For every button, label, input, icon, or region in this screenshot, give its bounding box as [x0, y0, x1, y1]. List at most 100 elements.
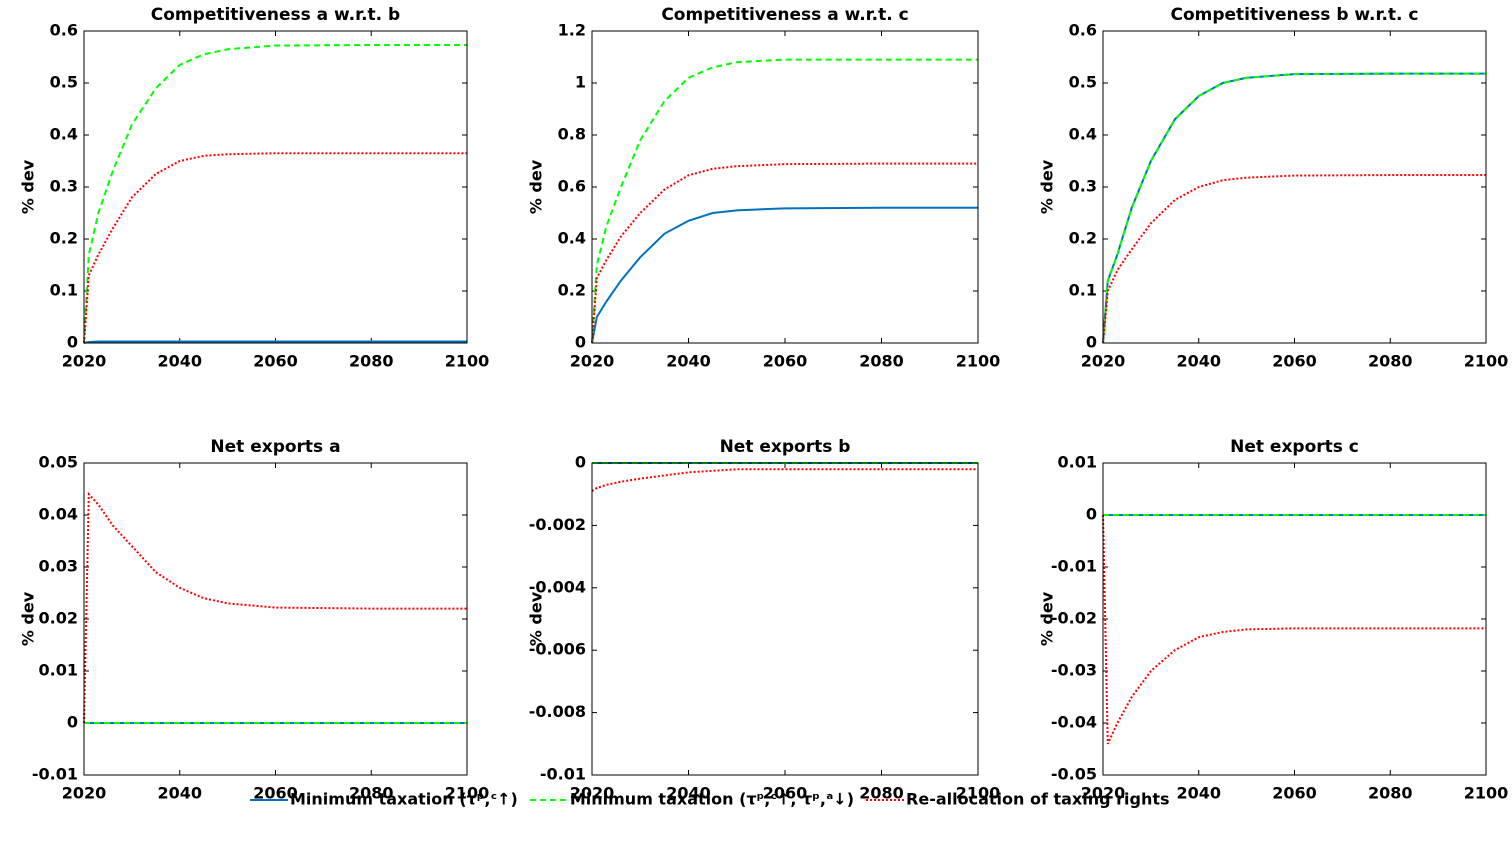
series-line: [83, 44, 467, 344]
y-tick-label: -0.002: [529, 515, 586, 534]
x-tick-label: 2060: [1272, 352, 1317, 371]
x-tick-label: 2040: [1176, 784, 1221, 803]
chart-title: Competitiveness a w.r.t. b: [151, 5, 400, 25]
y-tick-label: 0.4: [50, 125, 78, 144]
x-tick-label: 2100: [956, 784, 1001, 803]
x-tick-label: 2040: [1176, 352, 1221, 371]
series-line: [591, 58, 978, 344]
y-tick-label: 0.4: [1069, 125, 1097, 144]
y-tick-label: 0.8: [558, 125, 586, 144]
y-tick-label: 0: [67, 333, 78, 352]
y-tick-label: 1: [575, 73, 586, 92]
x-tick-label: 2100: [1464, 784, 1509, 803]
x-tick-label: 2040: [666, 352, 711, 371]
x-tick-label: 2100: [1464, 352, 1509, 371]
x-tick-label: 2060: [763, 784, 808, 803]
y-tick-label: 0.6: [1069, 21, 1097, 40]
y-tick-label: 0: [575, 453, 586, 472]
y-tick-label: -0.05: [1051, 765, 1097, 784]
x-tick-label: 2020: [570, 352, 615, 371]
x-tick-label: 2020: [62, 784, 107, 803]
y-axis-label: % dev: [527, 591, 546, 646]
y-tick-label: 0.3: [50, 177, 78, 196]
x-tick-label: 2020: [1081, 784, 1126, 803]
y-axis-label: % dev: [19, 591, 38, 646]
y-axis-label: % dev: [527, 159, 546, 214]
y-tick-label: 0: [1086, 505, 1097, 524]
y-tick-label: 0.05: [39, 453, 78, 472]
x-tick-label: 2080: [349, 352, 394, 371]
y-tick-label: 0.01: [39, 661, 78, 680]
legend-label: Re-allocation of taxing rights: [906, 790, 1170, 809]
x-tick-label: 2080: [859, 784, 904, 803]
chart-title: Competitiveness b w.r.t. c: [1170, 5, 1418, 25]
y-tick-label: 0: [1086, 333, 1097, 352]
x-tick-label: 2020: [1081, 352, 1126, 371]
legend-label: Minimum taxation (τᵖ,ᶜ↑): [290, 790, 518, 809]
x-tick-label: 2060: [1272, 784, 1317, 803]
plot-frame: [591, 462, 979, 776]
series-line: [83, 152, 467, 344]
y-tick-label: -0.04: [1051, 713, 1097, 732]
x-tick-label: 2100: [445, 352, 490, 371]
x-tick-label: 2060: [253, 784, 298, 803]
x-tick-label: 2020: [62, 352, 107, 371]
y-tick-label: 0.01: [1058, 453, 1097, 472]
y-axis-label: % dev: [1038, 159, 1057, 214]
series-line: [1102, 72, 1486, 344]
series-line: [591, 468, 978, 492]
y-tick-label: 0.2: [50, 229, 78, 248]
x-tick-label: 2080: [349, 784, 394, 803]
series-line: [1102, 174, 1486, 344]
y-tick-label: -0.008: [529, 702, 586, 721]
plot-frame: [83, 462, 468, 776]
y-tick-label: 0.5: [50, 73, 78, 92]
series-line: [591, 162, 978, 344]
x-tick-label: 2060: [253, 352, 298, 371]
y-tick-label: 0: [575, 333, 586, 352]
y-tick-label: -0.03: [1051, 661, 1097, 680]
y-tick-label: -0.01: [540, 765, 586, 784]
y-axis-label: % dev: [1038, 591, 1057, 646]
plot-frame: [591, 30, 979, 344]
x-tick-label: 2080: [1368, 784, 1413, 803]
y-tick-label: 0.02: [39, 609, 78, 628]
x-tick-label: 2060: [763, 352, 808, 371]
x-tick-label: 2080: [1368, 352, 1413, 371]
y-tick-label: -0.004: [529, 577, 586, 596]
chart-title: Net exports a: [210, 437, 340, 457]
plot-frame: [1102, 30, 1487, 344]
x-tick-label: 2020: [570, 784, 615, 803]
series-line: [83, 491, 467, 724]
series-line: [1102, 72, 1486, 344]
x-tick-label: 2100: [445, 784, 490, 803]
plot-frame: [1102, 462, 1487, 776]
series-line: [591, 206, 978, 344]
y-tick-label: 0: [67, 713, 78, 732]
x-tick-label: 2040: [157, 352, 202, 371]
y-tick-label: -0.01: [32, 765, 78, 784]
y-tick-label: 0.03: [39, 557, 78, 576]
x-tick-label: 2040: [666, 784, 711, 803]
x-tick-label: 2080: [859, 352, 904, 371]
y-tick-label: 0.5: [1069, 73, 1097, 92]
series-line: [1102, 514, 1486, 745]
y-axis-label: % dev: [19, 159, 38, 214]
x-tick-label: 2040: [157, 784, 202, 803]
y-tick-label: -0.01: [1051, 557, 1097, 576]
y-tick-label: 0.2: [558, 281, 586, 300]
y-tick-label: -0.006: [529, 640, 586, 659]
chart-title: Net exports c: [1230, 437, 1359, 457]
series-line: [83, 340, 467, 344]
y-tick-label: -0.02: [1051, 609, 1097, 628]
chart-title: Net exports b: [720, 437, 851, 457]
y-tick-label: 0.3: [1069, 177, 1097, 196]
y-tick-label: 0.6: [50, 21, 78, 40]
chart-title: Competitiveness a w.r.t. c: [661, 5, 908, 25]
y-tick-label: 0.1: [1069, 281, 1097, 300]
x-tick-label: 2100: [956, 352, 1001, 371]
legend-label: Minimum taxation (τᵖ,ᶜ↑, τᵖ,ᵃ↓): [570, 790, 854, 809]
y-tick-label: 0.04: [39, 505, 78, 524]
y-tick-label: 1.2: [558, 21, 586, 40]
